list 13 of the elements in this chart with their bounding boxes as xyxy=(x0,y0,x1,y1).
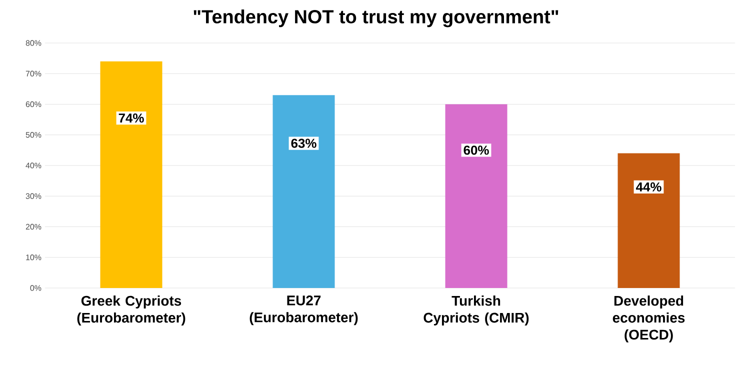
bar xyxy=(618,153,680,288)
bar xyxy=(445,104,508,288)
data-label: 74% xyxy=(118,113,144,123)
data-label: 44% xyxy=(636,182,662,192)
x-tick-label: Greek Cypriots (Eurobarometer) xyxy=(77,296,186,326)
bar xyxy=(272,95,335,288)
data-label: 63% xyxy=(291,138,316,148)
x-tick-label: Turkish Cypriots (CMIR) xyxy=(424,296,529,326)
chart-title: "Tendency NOT to trust my government" xyxy=(194,10,558,28)
x-tick-label: Developed economies (OECD) xyxy=(612,296,685,342)
data-label: 60% xyxy=(464,146,489,155)
x-tick-label: EU27 (Eurobarometer) xyxy=(250,295,358,326)
bar xyxy=(100,61,162,288)
